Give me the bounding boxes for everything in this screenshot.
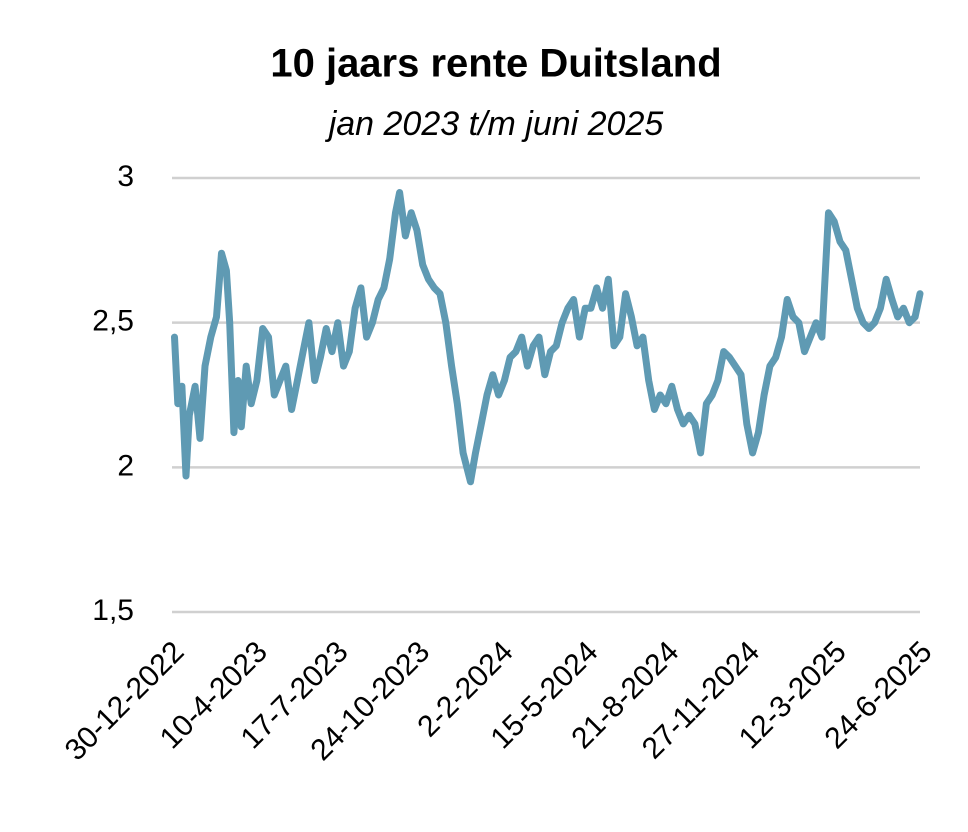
chart-subtitle: jan 2023 t/m juni 2025 [325, 105, 664, 143]
chart-title: 10 jaars rente Duitsland [270, 42, 721, 86]
y-tick-label: 2 [117, 449, 134, 482]
y-tick-label: 2,5 [92, 305, 134, 338]
y-tick-label: 3 [117, 160, 134, 193]
line-series [171, 189, 924, 486]
y-tick-label: 1,5 [92, 594, 134, 627]
